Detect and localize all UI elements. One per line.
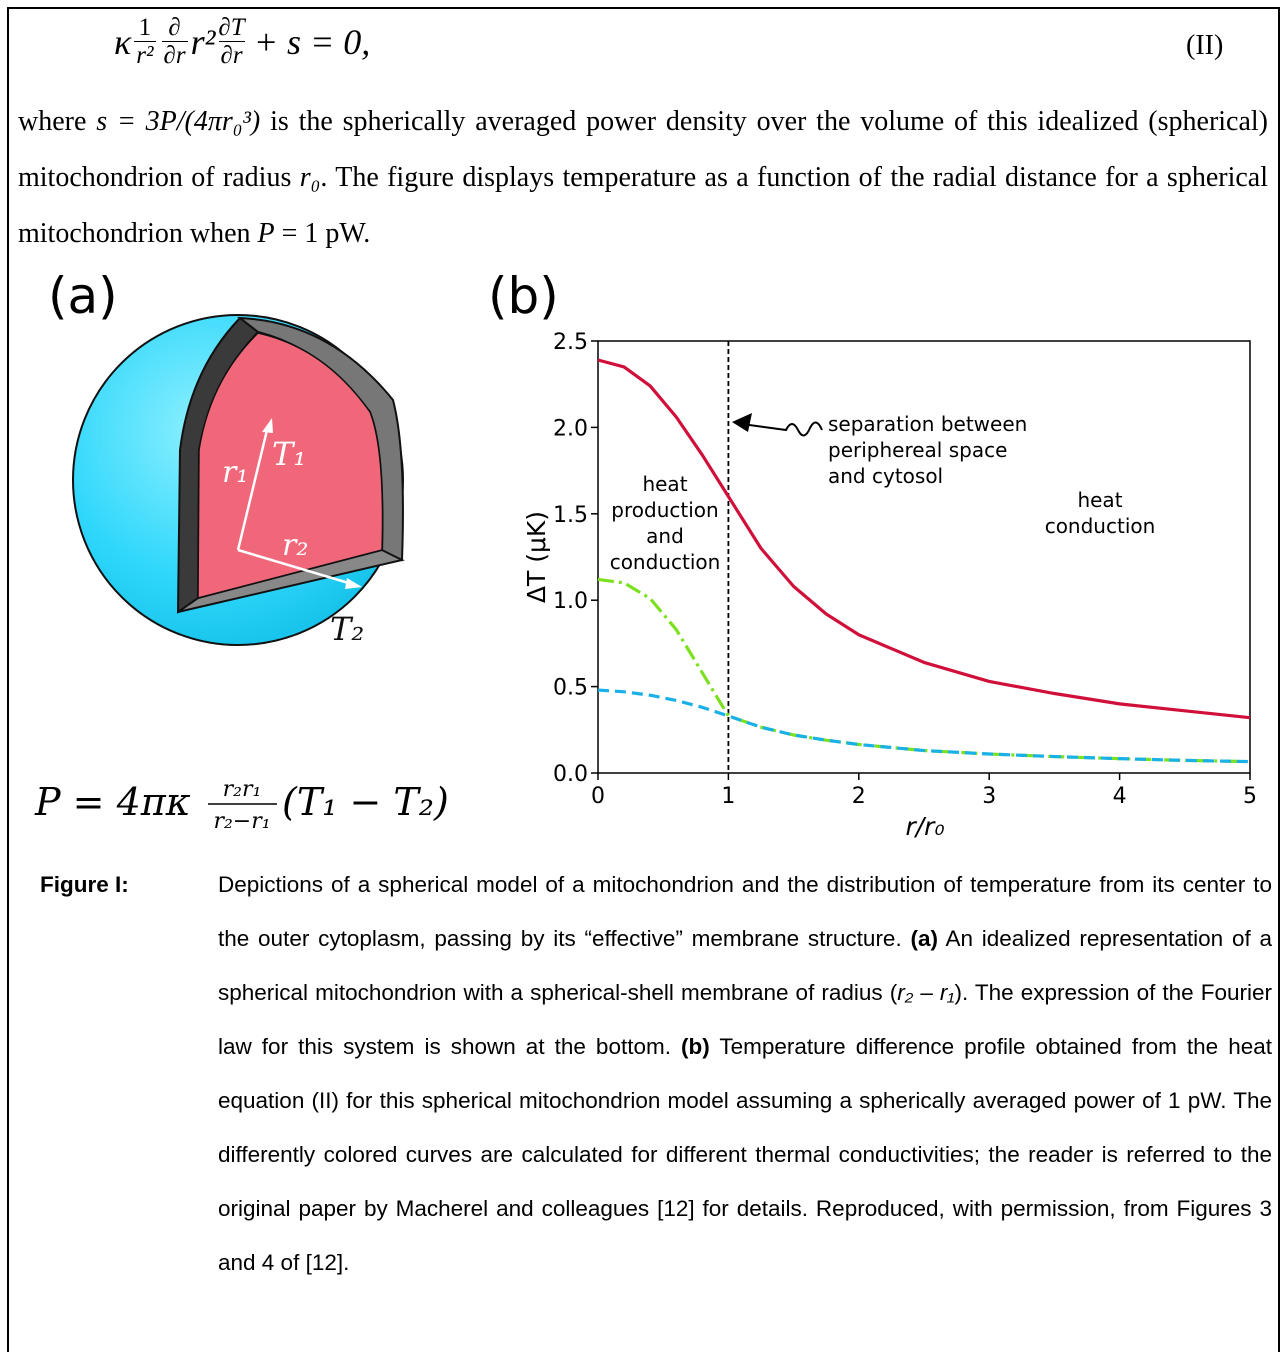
label-r1: r₁ [222,455,248,490]
equation-number: (II) [1186,30,1223,62]
x-tick-label: 3 [982,784,996,809]
label-r2: r₂ [282,528,308,563]
x-tick-label: 1 [721,784,735,809]
eq-term: + s = 0, [254,21,371,63]
text-run: where [18,106,96,137]
arrow-head [732,413,752,432]
italic-run: r₁ [940,980,955,1005]
annotation: conduction [610,550,721,574]
eq-den: r² [134,41,155,69]
annotation: and cytosol [828,464,943,488]
italic-run: r₂ [897,980,913,1005]
panel-label: (b) [488,267,559,325]
panel-label: (a) [48,267,118,325]
eq-num: ∂ [168,14,180,41]
y-tick-label: 0.5 [553,676,588,701]
formula-lhs: P = 4πκ [34,780,191,824]
annotation: and [646,524,684,548]
chart: (b) 0.0 0.5 1.0 1.5 2.0 2.5 0 1 2 3 4 5 r/r₀ ΔT (μK) se… [488,267,1257,841]
y-tick-label: 1.0 [553,589,588,614]
series-line [598,579,1250,761]
text-run: = 1 pW. [275,218,371,249]
page: { "equation": {"lead": "κ", "frac1": {"n… [0,0,1284,1348]
caption: Depictions of a spherical model of a mit… [218,858,1272,1290]
y-tick-label: 2.0 [553,416,588,441]
x-tick-label: 4 [1113,784,1127,809]
label-t1: T₁ [272,435,306,473]
eq-den: ∂r [219,41,245,69]
x-tick-label: 2 [852,784,866,809]
annotation: conduction [1045,514,1156,538]
eq-fraction: ∂T∂r [218,14,244,69]
y-axis-label: ΔT (μK) [522,511,551,603]
math-run: P [258,218,275,249]
annotation: separation between [828,412,1027,436]
y-tick-label: 1.5 [553,503,588,528]
text-run: Temperature difference profile obtained … [218,1034,1272,1275]
eq-num: 1 [139,14,152,41]
eq-kappa: κ [114,21,131,63]
formula-rhs: (T₁ − T₂) [282,780,449,824]
eq-den: ∂r [162,41,188,69]
text-run: – [913,980,940,1005]
bold-run: (b) [681,1034,710,1059]
paragraph: where s = 3P/(4πr₀³) is the spherically … [18,94,1268,262]
eq-num: ∂T [218,14,244,41]
bold-run: (a) [910,926,938,951]
eq-term: r² [191,21,216,63]
caption-label: Figure I: [40,858,129,912]
y-tick-label: 2.5 [553,330,588,355]
annotation-arrow [742,422,822,435]
label-t2: T₂ [330,610,364,648]
eq-fraction: ∂∂r [162,14,188,69]
annotation: heat [642,472,687,496]
math-run: s = 3P/(4πr₀³) [96,106,260,137]
formula-den: r₂−r₁ [213,809,270,834]
figure: (a) T₁ r₁ r₂ T₂ P = 4πκ r₂r₁ r₂−r₁ (T₁ −… [0,265,1284,850]
series-line [598,690,1250,762]
x-tick-label: 5 [1243,784,1257,809]
annotation: heat [1077,488,1122,512]
annotation: production [611,498,718,522]
formula-num: r₂r₁ [223,777,262,802]
x-axis-label: r/r₀ [905,812,944,841]
x-tick-label: 0 [591,784,605,809]
y-tick-label: 0.0 [553,762,588,787]
math-run: r₀ [300,162,321,193]
annotation: periphereal space [828,438,1007,462]
